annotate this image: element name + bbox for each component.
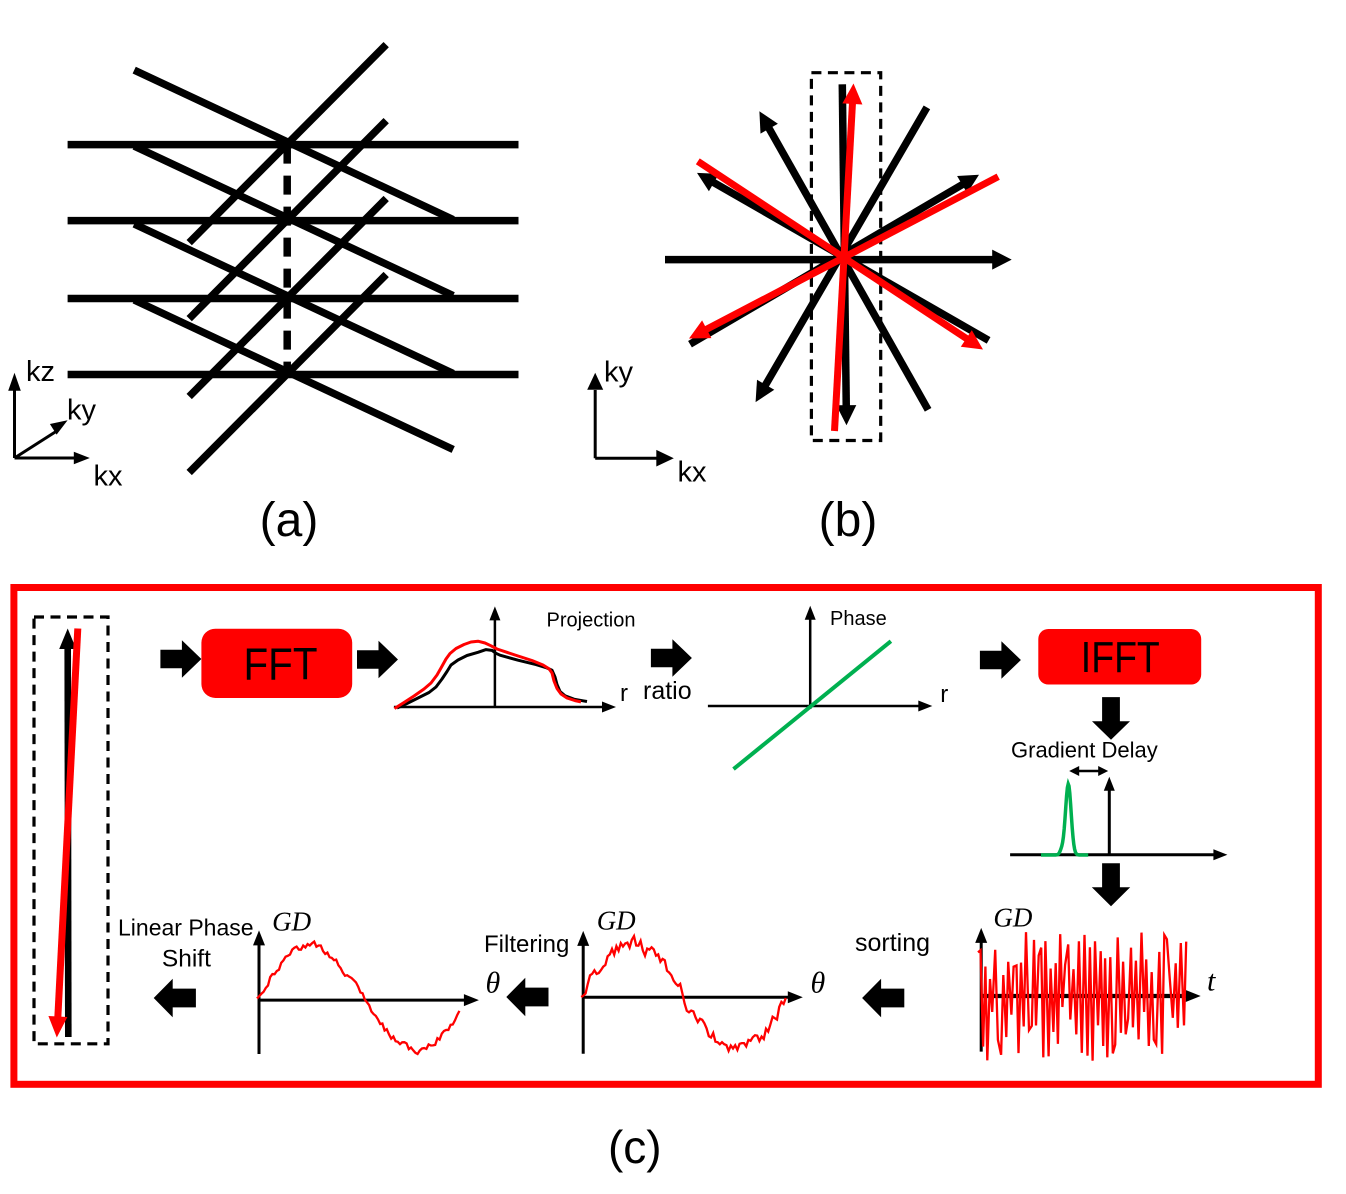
svg-text:(a): (a)	[260, 494, 319, 547]
svg-text:FFT: FFT	[244, 638, 318, 689]
svg-text:GD: GD	[597, 906, 636, 936]
svg-text:Gradient Delay: Gradient Delay	[1011, 738, 1158, 763]
svg-text:ky: ky	[67, 395, 97, 427]
svg-text:Phase: Phase	[830, 608, 887, 630]
svg-text:GD: GD	[272, 906, 311, 936]
svg-text:GD: GD	[993, 903, 1032, 933]
svg-text:kx: kx	[678, 457, 708, 489]
svg-text:r: r	[940, 681, 948, 708]
svg-text:θ: θ	[486, 967, 501, 1000]
svg-text:t: t	[1207, 964, 1216, 997]
svg-text:kx: kx	[94, 461, 124, 493]
svg-text:kz: kz	[26, 356, 55, 388]
svg-text:Shift: Shift	[162, 946, 211, 973]
svg-text:ky: ky	[604, 357, 634, 389]
svg-text:Filtering: Filtering	[484, 931, 569, 958]
svg-text:(c): (c)	[608, 1121, 662, 1173]
svg-text:IFFT: IFFT	[1081, 633, 1160, 682]
svg-text:θ: θ	[811, 967, 826, 1000]
svg-text:Projection: Projection	[547, 610, 636, 632]
svg-text:sorting: sorting	[855, 929, 930, 957]
svg-text:Linear Phase: Linear Phase	[118, 915, 254, 941]
svg-text:(b): (b)	[819, 494, 878, 547]
svg-text:r: r	[620, 680, 628, 707]
svg-text:ratio: ratio	[643, 677, 692, 705]
